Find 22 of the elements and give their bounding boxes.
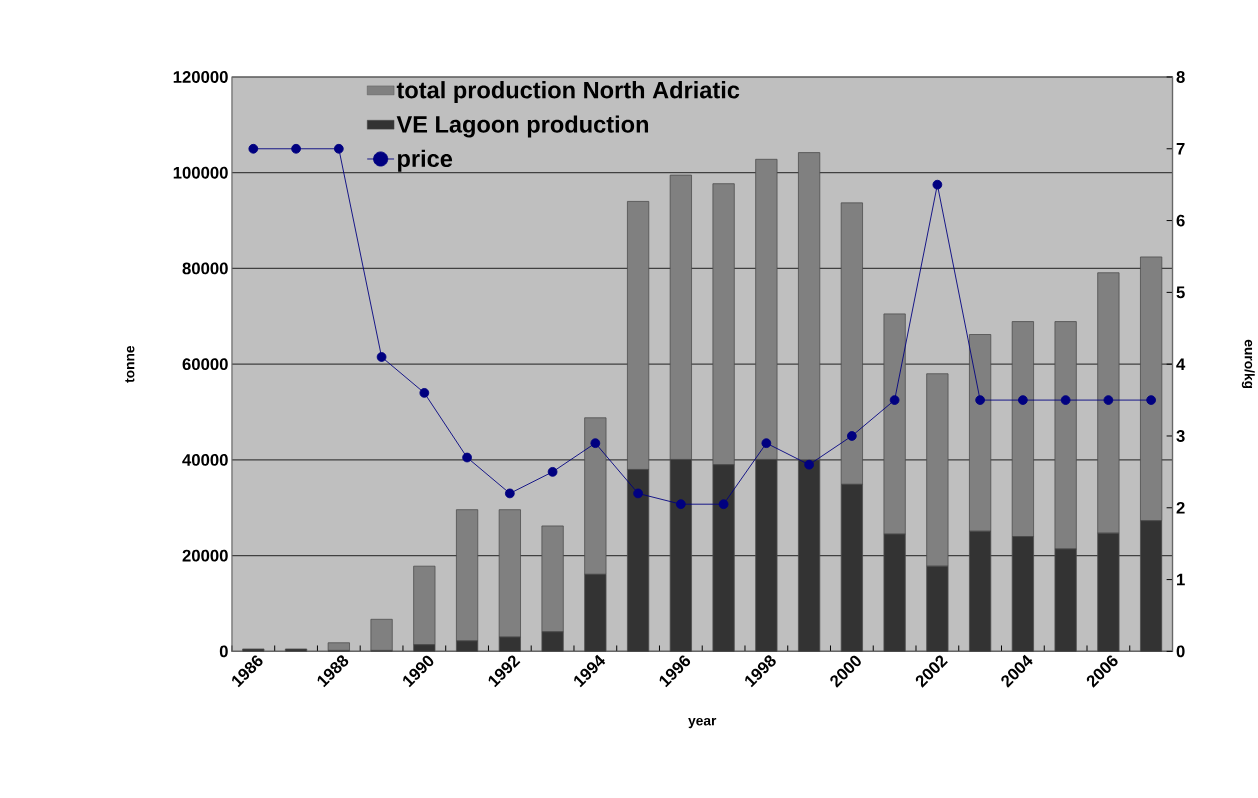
y2-tick-label: 1 (1177, 573, 1185, 586)
y2-tick-label: 0 (1176, 645, 1185, 658)
y-tick-label: 40000 (182, 453, 228, 466)
y-tick-label: 80000 (182, 262, 228, 275)
legend-label: price (398, 149, 453, 172)
y2-tick-label: 7 (1176, 142, 1185, 155)
y2-tick-label: 5 (1176, 286, 1185, 298)
y-tick-label: 20000 (182, 549, 228, 562)
legend-label: VE Lagoon production (396, 115, 649, 138)
x-axis-title: year (688, 717, 717, 728)
y2-tick-label: 6 (1176, 214, 1185, 227)
y2-tick-label: 3 (1176, 429, 1185, 442)
y2-tick-label: 2 (1176, 501, 1185, 514)
y2-tick-label: 8 (1176, 70, 1185, 83)
y-tick-label: 120000 (173, 70, 228, 83)
y2-axis-title: euro/kg (1241, 339, 1255, 388)
y-tick-label: 0 (219, 645, 228, 658)
legend-label: total production North Adriatic (396, 80, 740, 103)
y-axis-title: tonne (125, 345, 135, 383)
y-tick-label: 100000 (173, 166, 228, 179)
y-tick-label: 60000 (182, 358, 228, 370)
y2-tick-label: 4 (1176, 358, 1186, 370)
